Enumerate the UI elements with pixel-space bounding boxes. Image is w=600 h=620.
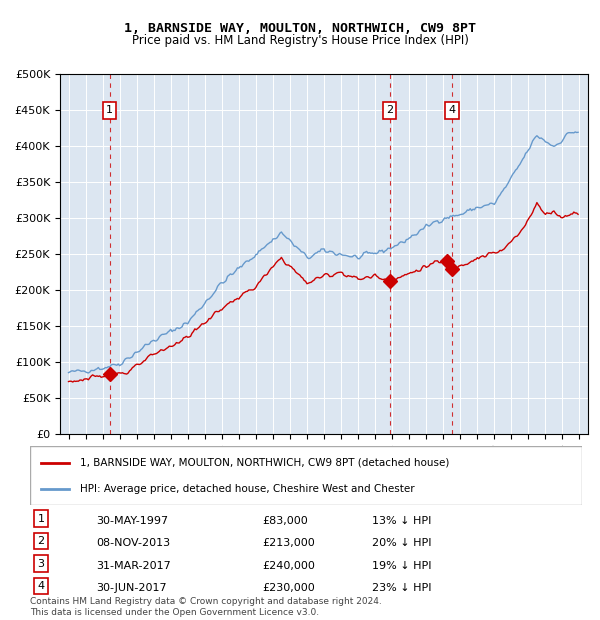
Text: Contains HM Land Registry data © Crown copyright and database right 2024.
This d: Contains HM Land Registry data © Crown c… (30, 598, 382, 617)
Text: 1: 1 (38, 513, 44, 523)
Text: £230,000: £230,000 (262, 583, 314, 593)
Text: 19% ↓ HPI: 19% ↓ HPI (372, 560, 432, 570)
Text: 20% ↓ HPI: 20% ↓ HPI (372, 538, 432, 548)
Text: Price paid vs. HM Land Registry's House Price Index (HPI): Price paid vs. HM Land Registry's House … (131, 34, 469, 47)
Text: 08-NOV-2013: 08-NOV-2013 (96, 538, 170, 548)
Text: 1, BARNSIDE WAY, MOULTON, NORTHWICH, CW9 8PT: 1, BARNSIDE WAY, MOULTON, NORTHWICH, CW9… (124, 22, 476, 35)
Text: £240,000: £240,000 (262, 560, 315, 570)
Text: £83,000: £83,000 (262, 516, 308, 526)
Text: 4: 4 (37, 581, 44, 591)
Text: 30-MAY-1997: 30-MAY-1997 (96, 516, 169, 526)
Text: £213,000: £213,000 (262, 538, 314, 548)
Text: 13% ↓ HPI: 13% ↓ HPI (372, 516, 431, 526)
FancyBboxPatch shape (30, 446, 582, 505)
Text: 23% ↓ HPI: 23% ↓ HPI (372, 583, 432, 593)
Text: 2: 2 (386, 105, 393, 115)
Text: HPI: Average price, detached house, Cheshire West and Chester: HPI: Average price, detached house, Ches… (80, 484, 415, 494)
Text: 4: 4 (448, 105, 455, 115)
Text: 2: 2 (37, 536, 44, 546)
Text: 31-MAR-2017: 31-MAR-2017 (96, 560, 171, 570)
Text: 30-JUN-2017: 30-JUN-2017 (96, 583, 167, 593)
Text: 1, BARNSIDE WAY, MOULTON, NORTHWICH, CW9 8PT (detached house): 1, BARNSIDE WAY, MOULTON, NORTHWICH, CW9… (80, 458, 449, 468)
Text: 3: 3 (38, 559, 44, 569)
Text: 1: 1 (106, 105, 113, 115)
